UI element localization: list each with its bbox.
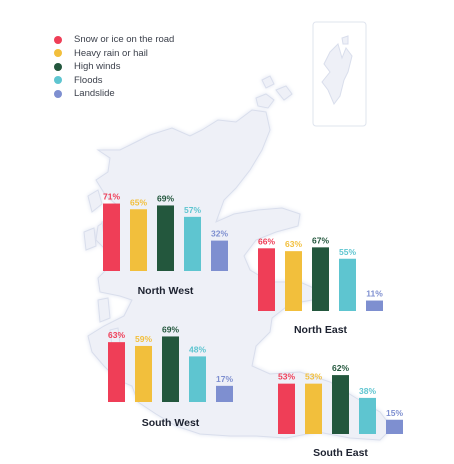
bar-north-east-landslide — [366, 300, 383, 311]
region-group-north-east: 66% 63% 67% 55% 11% North East — [258, 235, 383, 336]
data-label: 69% — [162, 324, 179, 334]
data-label: 62% — [332, 363, 349, 373]
legend-item-landslide: Landslide — [54, 87, 174, 100]
legend-swatch — [54, 62, 62, 71]
legend: Snow or ice on the road Heavy rain or ha… — [54, 33, 174, 101]
data-label: 48% — [189, 344, 206, 354]
bar-south-west-landslide — [216, 385, 233, 402]
region-label-south-west: South West — [142, 417, 200, 429]
bar-north-east-high-winds — [312, 247, 329, 311]
region-label-north-west: North West — [138, 285, 194, 297]
region-group-north-west: 71% 65% 69% 57% 32% North West — [103, 192, 228, 297]
bar-south-east-floods — [359, 397, 376, 434]
bar-south-east-snow-or-ice-on-the-road — [278, 383, 295, 434]
bar-north-west-heavy-rain-or-hail — [130, 209, 147, 271]
data-label: 11% — [366, 289, 383, 299]
bar-south-east-landslide — [386, 419, 403, 434]
data-label: 15% — [386, 408, 403, 418]
bar-north-west-floods — [184, 216, 201, 271]
data-label: 53% — [278, 372, 295, 382]
legend-item-snow-ice: Snow or ice on the road — [54, 33, 174, 46]
data-label: 66% — [258, 236, 275, 246]
bar-north-west-landslide — [211, 240, 228, 271]
data-label: 38% — [359, 386, 376, 396]
legend-swatch — [54, 76, 62, 84]
bar-north-east-snow-or-ice-on-the-road — [258, 248, 275, 311]
legend-swatch — [54, 35, 62, 44]
region-label-north-east: North East — [294, 324, 348, 336]
data-label: 63% — [285, 239, 302, 249]
legend-item-heavy-rain: Heavy rain or hail — [54, 47, 174, 60]
data-label: 32% — [211, 229, 228, 239]
bars-layer: 71% 65% 69% 57% 32% North West 66% 63% 67% 55% 11%… — [103, 192, 403, 459]
legend-swatch — [54, 49, 62, 57]
bar-south-east-heavy-rain-or-hail — [305, 383, 322, 434]
legend-label: Landslide — [74, 88, 115, 99]
legend-item-floods: Floods — [54, 74, 174, 87]
bar-north-east-heavy-rain-or-hail — [285, 251, 302, 311]
bar-south-east-high-winds — [332, 375, 349, 434]
legend-label: High winds — [74, 61, 121, 72]
bar-south-west-floods — [189, 356, 206, 402]
legend-label: Heavy rain or hail — [74, 47, 148, 59]
data-label: 65% — [130, 197, 147, 207]
bar-north-east-floods — [339, 258, 356, 311]
legend-label: Snow or ice on the road — [74, 34, 175, 45]
data-label: 57% — [184, 205, 201, 215]
bar-north-west-high-winds — [157, 205, 174, 271]
shetland-inset — [312, 21, 367, 127]
data-label: 63% — [108, 330, 125, 340]
region-label-south-east: South East — [313, 447, 368, 459]
data-label: 71% — [103, 192, 120, 202]
legend-item-high-winds: High winds — [54, 60, 174, 73]
legend-label: Floods — [74, 74, 103, 86]
region-group-south-west: 63% 59% 69% 48% 17% South West — [108, 324, 233, 429]
data-label: 55% — [339, 247, 356, 257]
data-label: 69% — [157, 193, 174, 203]
legend-swatch — [54, 89, 62, 98]
bar-north-west-snow-or-ice-on-the-road — [103, 203, 120, 271]
data-label: 67% — [312, 235, 329, 245]
region-group-south-east: 53% 53% 62% 38% 15% South East — [278, 363, 403, 459]
data-label: 59% — [135, 334, 152, 344]
bar-south-west-snow-or-ice-on-the-road — [108, 342, 125, 402]
data-label: 17% — [216, 374, 233, 384]
bar-south-west-heavy-rain-or-hail — [135, 345, 152, 402]
bar-south-west-high-winds — [162, 336, 179, 402]
data-label: 53% — [305, 372, 322, 382]
